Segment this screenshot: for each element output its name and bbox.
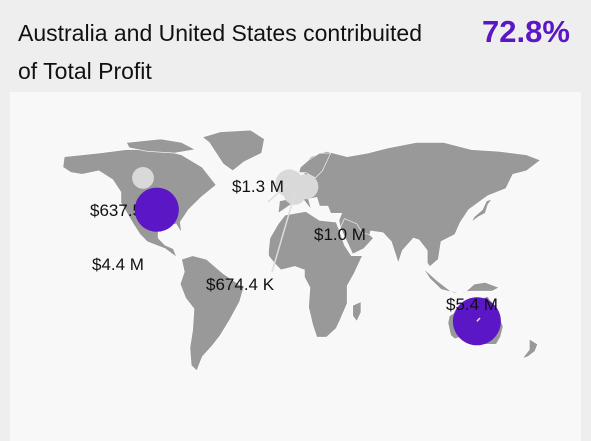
- bubble-layer: $637.5 K$4.4 M$1.3 M$1.0 M$674.4 K$5.4 M: [90, 167, 501, 346]
- landmass-eurasia: [277, 142, 542, 274]
- bubble-label-2: $1.3 M: [232, 177, 284, 196]
- landmass-south-america: [179, 255, 245, 372]
- title-highlight-value: 72.8%: [482, 14, 570, 49]
- bubble-label-4: $674.4 K: [206, 275, 275, 294]
- bubble-leader-line-2: [267, 182, 290, 203]
- chart-title: Australia and United States contribuited: [18, 20, 423, 46]
- landmass-arctic-islands: [125, 138, 197, 154]
- landmass-madagascar: [352, 301, 362, 322]
- landmass-japan: [471, 198, 493, 223]
- landmass-arabia: [339, 218, 374, 255]
- chart-header: Australia and United States contribuited…: [0, 0, 591, 92]
- bubble-label-1: $4.4 M: [92, 255, 144, 274]
- bubble-label-3: $1.0 M: [314, 225, 366, 244]
- landmass-new-zealand: [521, 338, 539, 360]
- bubble-label-5: $5.4 M: [446, 295, 498, 314]
- world-map: $637.5 K$4.4 M$1.3 M$1.0 M$674.4 K$5.4 M: [62, 129, 542, 372]
- bubble-0[interactable]: [132, 167, 154, 189]
- landmass-africa: [268, 211, 363, 338]
- chart-subtitle: of Total Profit: [18, 58, 152, 84]
- bubble-leader-line-5: [476, 317, 481, 322]
- bubble-1[interactable]: [134, 187, 179, 232]
- landmass-greenland: [201, 129, 265, 172]
- landmass-indonesia: [422, 267, 500, 294]
- bubble-leader-line-4: [271, 193, 296, 273]
- map-panel: $637.5 K $4.4 M $1.3 M $1.0 M $674.4 K $5.4 M: [10, 92, 581, 441]
